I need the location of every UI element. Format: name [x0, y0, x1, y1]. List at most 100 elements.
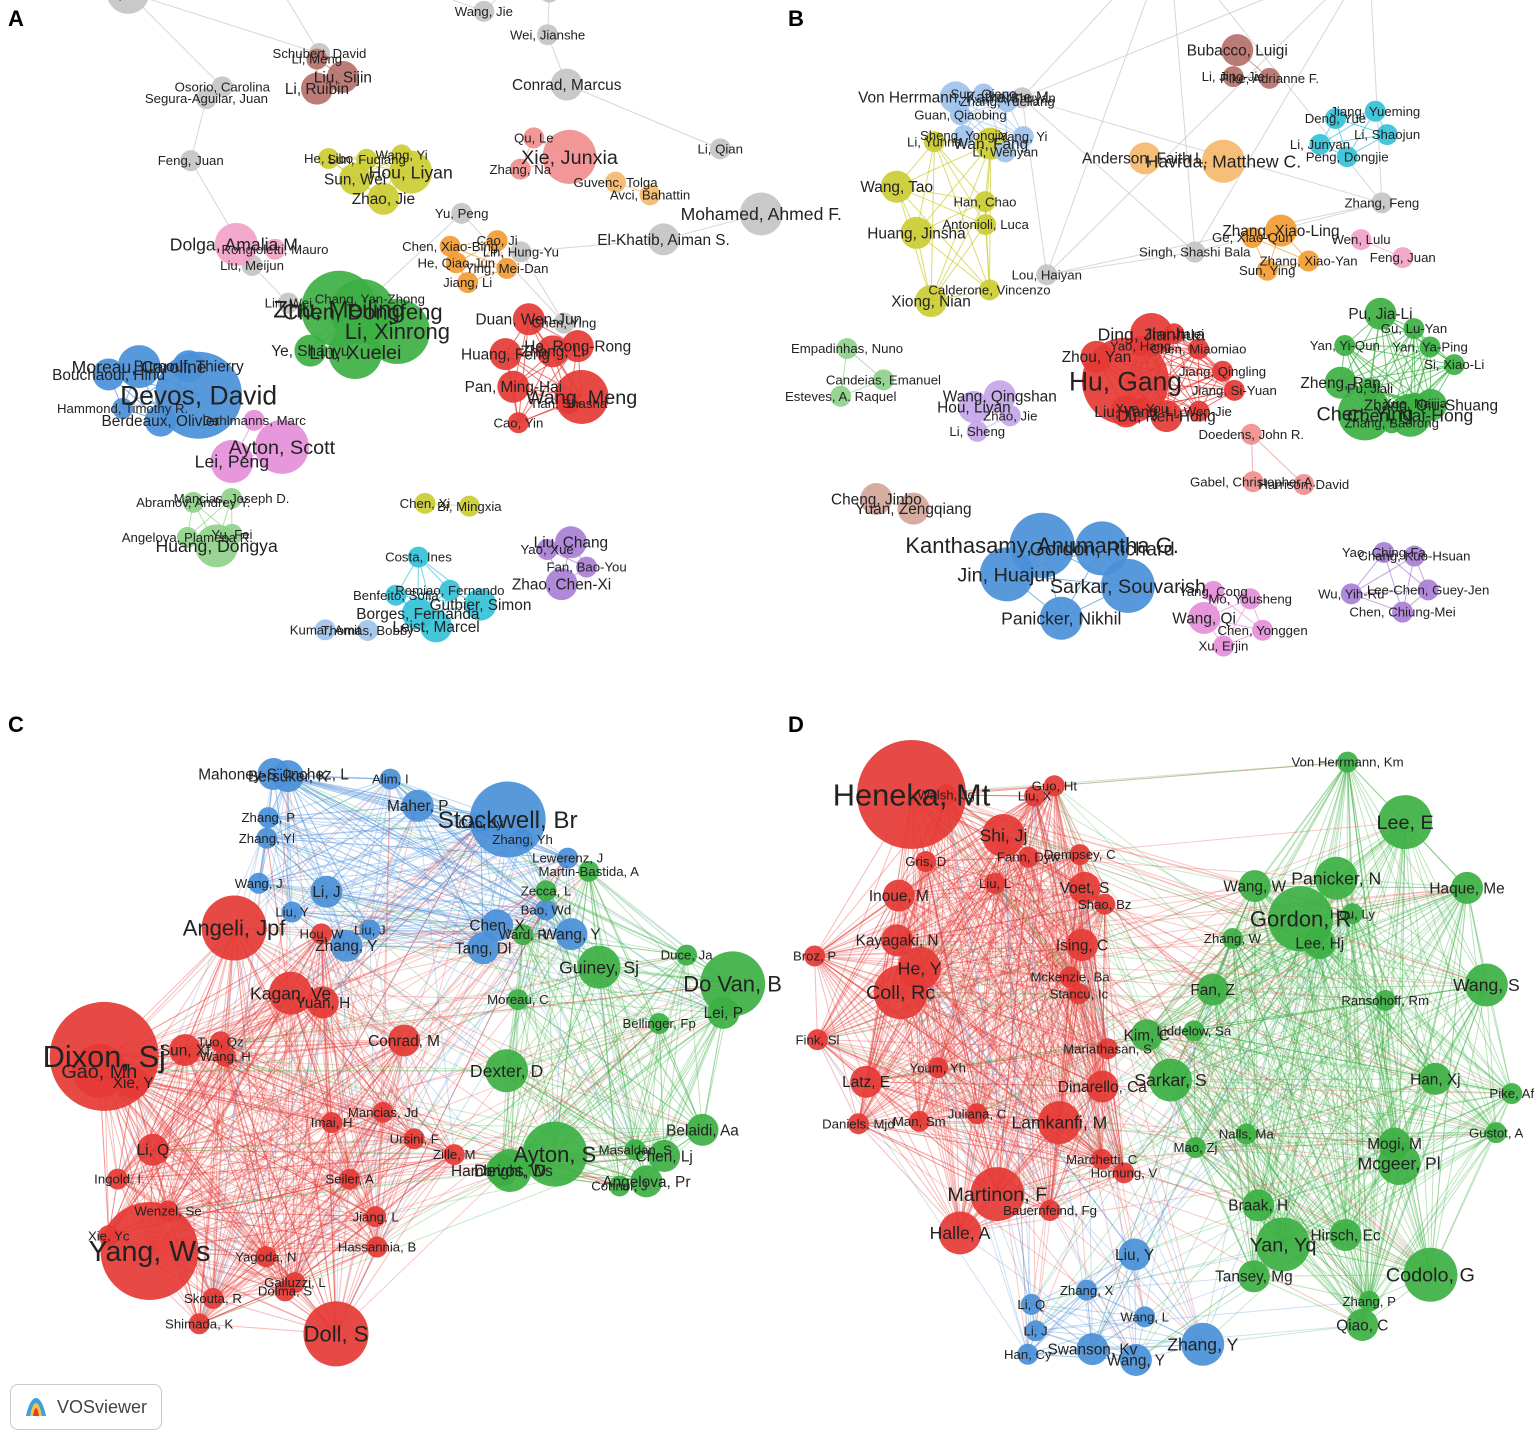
network-node[interactable] [464, 588, 497, 621]
network-node[interactable] [537, 24, 559, 46]
network-node[interactable] [1378, 795, 1433, 850]
network-node[interactable] [994, 141, 1016, 163]
network-node[interactable] [1163, 323, 1185, 345]
network-node[interactable] [1118, 1238, 1151, 1271]
network-node[interactable] [1188, 601, 1221, 634]
network-node[interactable] [451, 202, 473, 224]
network-node[interactable] [195, 524, 239, 568]
network-node[interactable] [536, 538, 558, 560]
network-node[interactable] [100, 1201, 199, 1300]
network-node[interactable] [553, 312, 575, 334]
network-node[interactable] [1065, 928, 1098, 961]
network-node[interactable] [1451, 871, 1484, 904]
network-node[interactable] [1080, 340, 1113, 373]
network-node[interactable] [974, 191, 996, 213]
network-node[interactable] [1392, 601, 1414, 623]
network-node[interactable] [359, 919, 381, 941]
network-node[interactable] [555, 918, 588, 951]
network-node[interactable] [996, 91, 1018, 113]
network-node[interactable] [391, 144, 413, 166]
network-node[interactable] [367, 182, 400, 215]
network-node[interactable] [1240, 423, 1262, 445]
network-node[interactable] [243, 409, 265, 431]
network-node[interactable] [1039, 1199, 1061, 1221]
network-node[interactable] [1392, 247, 1414, 269]
network-node[interactable] [439, 579, 461, 601]
network-node[interactable] [1239, 588, 1261, 610]
network-node[interactable] [1222, 66, 1244, 88]
network-node[interactable] [1443, 354, 1465, 376]
network-node[interactable] [481, 909, 514, 942]
network-node[interactable] [1181, 1322, 1225, 1366]
network-node[interactable] [401, 789, 434, 822]
network-node[interactable] [882, 879, 915, 912]
network-node[interactable] [1237, 1260, 1270, 1293]
network-node[interactable] [957, 391, 990, 424]
network-node[interactable] [1337, 751, 1359, 773]
network-node[interactable] [256, 827, 278, 849]
network-node[interactable] [609, 1175, 631, 1197]
network-node[interactable] [1371, 192, 1393, 214]
network-node[interactable] [443, 1144, 465, 1166]
network-node[interactable] [558, 392, 580, 414]
network-node[interactable] [485, 1049, 529, 1093]
network-node[interactable] [709, 138, 731, 160]
network-node[interactable] [1350, 229, 1372, 251]
network-node[interactable] [1100, 558, 1155, 613]
network-node[interactable] [836, 338, 858, 360]
network-node[interactable] [221, 487, 243, 509]
network-node[interactable] [900, 216, 933, 249]
network-node[interactable] [512, 924, 534, 946]
network-node[interactable] [214, 222, 258, 266]
network-node[interactable] [274, 1280, 296, 1302]
network-node[interactable] [1309, 133, 1331, 155]
network-node[interactable] [1334, 335, 1356, 357]
network-node[interactable] [379, 768, 401, 790]
network-node[interactable] [98, 1225, 120, 1247]
network-node[interactable] [467, 932, 500, 965]
network-node[interactable] [915, 285, 948, 318]
network-node[interactable] [1212, 635, 1234, 657]
network-node[interactable] [255, 1246, 277, 1268]
network-node[interactable] [1238, 870, 1271, 903]
network-node[interactable] [366, 1236, 388, 1258]
network-node[interactable] [330, 929, 363, 962]
network-node[interactable] [210, 440, 254, 484]
network-node[interactable] [144, 404, 177, 437]
network-node[interactable] [254, 419, 309, 474]
network-node[interactable] [1403, 545, 1425, 567]
network-node[interactable] [1501, 1083, 1523, 1105]
network-node[interactable] [576, 556, 598, 578]
network-node[interactable] [264, 238, 286, 260]
network-node[interactable] [512, 303, 545, 336]
network-node[interactable] [294, 334, 327, 367]
network-node[interactable] [648, 1140, 681, 1173]
network-node[interactable] [1303, 927, 1336, 960]
network-node[interactable] [927, 1057, 949, 1079]
network-node[interactable] [507, 989, 529, 1011]
network-node[interactable] [1419, 1062, 1452, 1095]
network-node[interactable] [1183, 1020, 1205, 1042]
network-node[interactable] [509, 158, 531, 180]
network-node[interactable] [984, 872, 1006, 894]
network-node[interactable] [277, 292, 299, 314]
network-node[interactable] [507, 412, 529, 434]
network-node[interactable] [978, 279, 1000, 301]
network-node[interactable] [488, 1149, 532, 1193]
network-node[interactable] [372, 1101, 394, 1123]
network-node[interactable] [561, 330, 594, 363]
network-node[interactable] [326, 60, 359, 93]
network-node[interactable] [339, 163, 372, 196]
network-node[interactable] [545, 568, 578, 601]
network-node[interactable] [915, 851, 937, 873]
network-node[interactable] [356, 148, 378, 170]
network-node[interactable] [1241, 227, 1263, 249]
network-node[interactable] [202, 1287, 224, 1309]
network-node[interactable] [457, 272, 479, 294]
network-node[interactable] [257, 807, 279, 829]
network-node[interactable] [1069, 844, 1091, 866]
network-node[interactable] [1037, 1101, 1081, 1145]
network-node[interactable] [1201, 139, 1245, 183]
network-node[interactable] [981, 813, 1025, 857]
network-node[interactable] [983, 380, 1016, 413]
